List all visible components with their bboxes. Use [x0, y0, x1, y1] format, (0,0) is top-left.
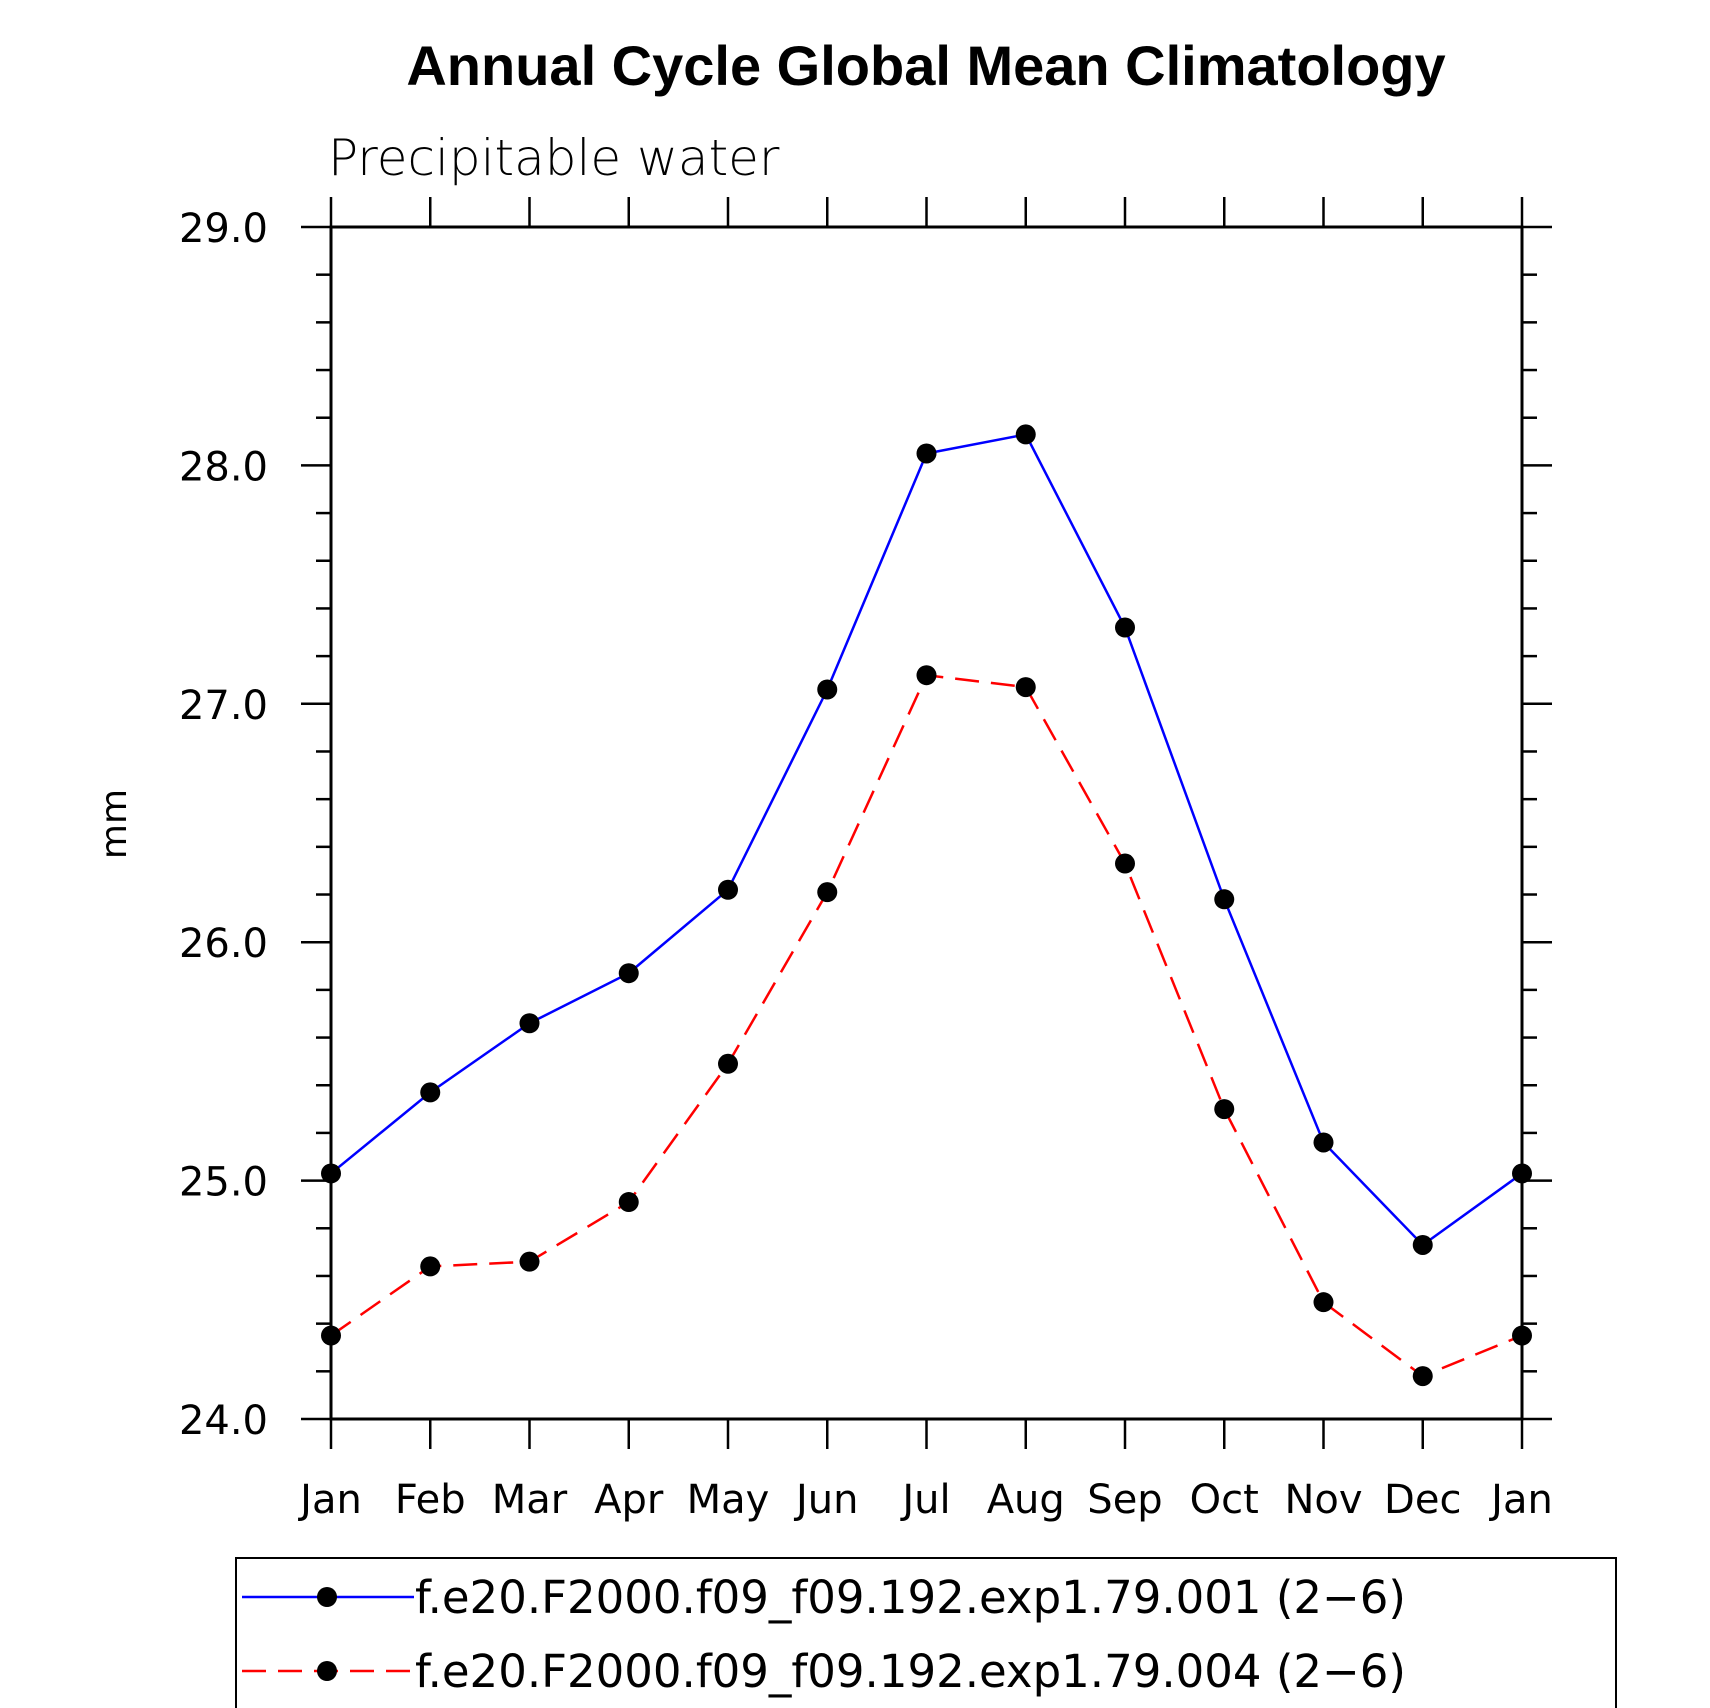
data-point [1214, 889, 1235, 910]
series-line [330, 433, 1523, 1247]
legend-label-2: f.e20.F2000.f09_f09.192.exp1.79.004 (2−6… [415, 1645, 1406, 1698]
data-point [718, 879, 738, 900]
data-point [1512, 1163, 1532, 1184]
data-point [321, 1325, 341, 1346]
data-point [1115, 853, 1135, 874]
data-point [1313, 1132, 1334, 1153]
x-tick-label: Jun [793, 1477, 859, 1523]
data-point [519, 1013, 540, 1034]
x-tick-label: Feb [395, 1477, 466, 1523]
data-point [420, 1256, 441, 1277]
x-tick-label: May [687, 1477, 770, 1523]
y-tick-label: 24.0 [179, 1398, 268, 1444]
data-point [321, 1163, 341, 1184]
x-tick-labels: Jan Feb Mar Apr May Jun Jul Aug Sep Oct Nov Dec Jan [297, 1477, 1553, 1523]
data-point [1512, 1325, 1532, 1346]
data-point [1412, 1234, 1433, 1255]
data-point [1115, 617, 1135, 638]
chart-title: Annual Cycle Global Mean Climatology [406, 34, 1445, 97]
y-tick-label: 27.0 [179, 683, 268, 729]
x-tick-label: Sep [1087, 1477, 1162, 1523]
y-tick-label: 28.0 [179, 444, 268, 490]
y-axis-label: mm [94, 789, 135, 859]
y-tick-label: 29.0 [179, 206, 268, 252]
legend: f.e20.F2000.f09_f09.192.exp1.79.001 (2−6… [242, 1571, 1406, 1698]
chart-subtitle: Precipitable water [328, 129, 780, 187]
x-tick-label: Dec [1384, 1477, 1461, 1523]
y-tick-label: 25.0 [179, 1160, 268, 1206]
data-point [718, 1053, 738, 1074]
data-point [519, 1251, 540, 1272]
x-tick-label: Apr [594, 1477, 664, 1523]
legend-marker-2 [317, 1661, 337, 1681]
data-point [1412, 1366, 1433, 1387]
x-tick-label: Aug [987, 1477, 1065, 1523]
data-point [1313, 1292, 1334, 1313]
series-line [330, 673, 1523, 1378]
data-point [817, 679, 838, 700]
data-point [817, 882, 838, 903]
y-tick-labels: 24.0 25.0 26.0 27.0 28.0 29.0 [179, 206, 268, 1444]
series-2 [321, 665, 1532, 1387]
x-tick-label: Oct [1190, 1477, 1259, 1523]
legend-label-1: f.e20.F2000.f09_f09.192.exp1.79.001 (2−6… [415, 1571, 1406, 1624]
series-1 [321, 424, 1532, 1255]
data-point [1214, 1099, 1235, 1120]
x-tick-label: Jul [899, 1477, 950, 1523]
axis-ticks [301, 197, 1552, 1449]
data-point [1015, 424, 1036, 445]
legend-marker-1 [317, 1587, 337, 1607]
data-point [420, 1082, 441, 1103]
x-tick-label: Mar [492, 1477, 568, 1523]
y-tick-label: 26.0 [179, 921, 268, 967]
data-point [618, 1192, 639, 1213]
legend-box [235, 1557, 1617, 1708]
x-tick-label: Nov [1284, 1477, 1362, 1523]
series-layer [321, 424, 1532, 1387]
x-tick-label: Jan [297, 1477, 362, 1523]
data-point [1015, 677, 1036, 698]
data-point [916, 443, 937, 464]
x-tick-label: Jan [1488, 1477, 1553, 1523]
data-point [916, 665, 937, 686]
data-point [618, 963, 639, 984]
plot-frame [329, 225, 1524, 1421]
